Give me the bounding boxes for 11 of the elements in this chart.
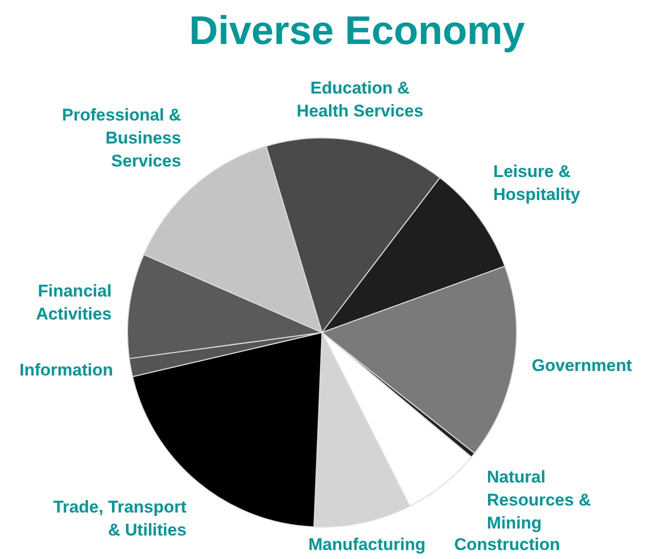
- slice-label: Natural Resources & Mining: [486, 468, 591, 533]
- slice-label: Financial Activities: [36, 281, 112, 324]
- slice-label: Leisure & Hospitality: [493, 162, 581, 204]
- slice-label: Construction: [454, 535, 560, 554]
- slice-label: Government: [532, 356, 632, 376]
- slice-label: Education & Health Services: [296, 78, 424, 121]
- chart-title: Diverse Economy: [189, 9, 526, 54]
- slice-label: Professional & Business Services: [62, 106, 182, 171]
- slice-label: Trade, Transport & Utilities: [53, 497, 187, 540]
- slice-label: Information: [19, 360, 113, 380]
- slice-label: Manufacturing: [308, 535, 426, 554]
